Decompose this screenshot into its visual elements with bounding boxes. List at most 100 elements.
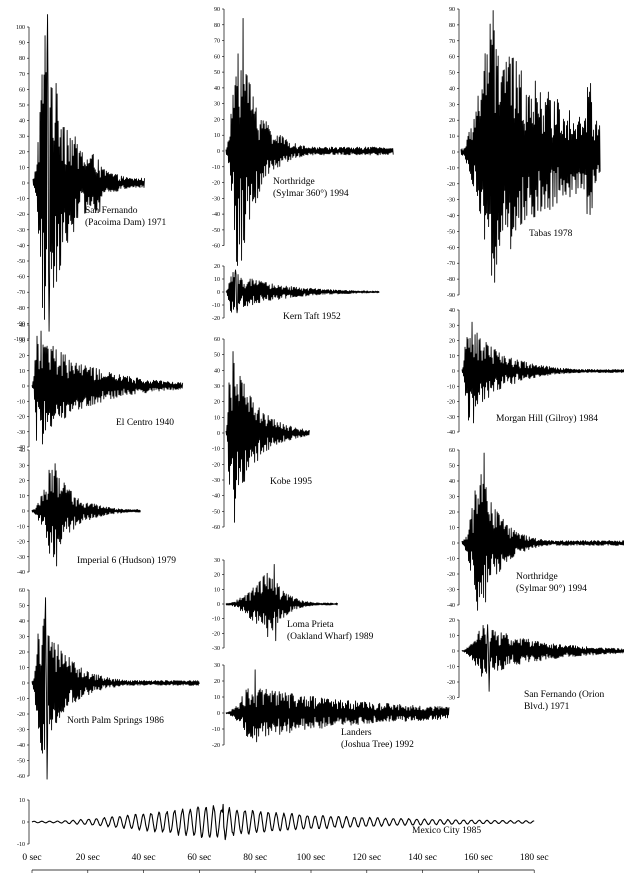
- y-tick-label: -30: [447, 696, 455, 702]
- y-tick-label: -10: [17, 842, 25, 848]
- y-tick-label: 80: [19, 56, 25, 62]
- y-tick-label: 0: [22, 681, 25, 687]
- time-tick-label: 40 sec: [132, 853, 156, 863]
- panel-caption: Kern Taft 1952: [283, 311, 341, 322]
- y-tick-label: -40: [447, 214, 455, 220]
- y-tick-label: 60: [214, 337, 220, 343]
- y-tick-label: -10: [447, 557, 455, 563]
- y-tick-label: 10: [19, 798, 25, 804]
- y-tick-label: -50: [17, 259, 25, 265]
- y-tick-label: -60: [212, 244, 220, 250]
- y-tick-label: -90: [17, 321, 25, 327]
- y-tick-label: -90: [447, 293, 455, 299]
- y-tick-label: 90: [214, 7, 220, 13]
- accelerogram-panel: 10 0 -10 Mexico City 1985: [17, 798, 535, 848]
- accelerogram-trace: [31, 463, 141, 567]
- y-tick-label: 30: [214, 663, 220, 669]
- y-tick-label: 20: [449, 118, 455, 124]
- y-tick-label: 30: [449, 495, 455, 501]
- time-tick-label: 140 sec: [408, 853, 437, 863]
- y-tick-label: 0: [217, 290, 220, 296]
- panel-caption: North Palm Springs 1986: [67, 716, 164, 726]
- y-tick-label: -60: [17, 275, 25, 281]
- y-tick-label: -20: [212, 631, 220, 637]
- y-tick-label: -20: [17, 212, 25, 218]
- panel-caption: (Joshua Tree) 1992: [341, 739, 414, 750]
- y-tick-label: 60: [19, 87, 25, 93]
- accelerogram-panel: 40 30 20 10 0 -10 -20 -30 -40 El Centro 1940: [17, 323, 184, 451]
- y-tick-label: -10: [17, 524, 25, 530]
- accelerogram-trace: [225, 269, 380, 314]
- accelerogram-panel: 60 50 40 30 20 10 0 -10 -20 -30 -40 Northridge(Sylm…: [447, 448, 624, 611]
- y-tick-label: 70: [214, 39, 220, 45]
- y-tick-label: -10: [212, 727, 220, 733]
- y-tick-label: 30: [214, 102, 220, 108]
- y-tick-label: 20: [19, 479, 25, 485]
- panel-caption: (Sylmar 90°) 1994: [516, 583, 587, 594]
- y-tick-label: 60: [214, 54, 220, 60]
- y-tick-label: 0: [22, 384, 25, 390]
- panel-caption: Northridge: [516, 572, 558, 582]
- y-tick-label: -30: [17, 728, 25, 734]
- panel-caption: Mexico City 1985: [412, 826, 481, 836]
- y-tick-label: -60: [447, 245, 455, 251]
- panel-caption: San Fernando (Orion: [524, 689, 604, 700]
- y-tick-label: -30: [17, 430, 25, 436]
- y-tick-label: 10: [214, 133, 220, 139]
- y-tick-label: -30: [447, 588, 455, 594]
- y-tick-label: 90: [19, 41, 25, 47]
- y-tick-label: -10: [212, 447, 220, 453]
- accelerogram-trace: [31, 330, 184, 445]
- y-tick-label: 60: [19, 588, 25, 594]
- accelerogram-panel: 60 50 40 30 20 10 0 -10 -20 -30 -40 -50 -60 North Pal…: [17, 588, 200, 780]
- y-tick-label: 0: [217, 431, 220, 437]
- y-tick-label: 80: [214, 23, 220, 29]
- accelerogram-trace: [31, 803, 535, 841]
- time-axis: 0 sec 20 sec 40 sec 60 sec 80 sec 100 sec 120 …: [22, 853, 549, 873]
- y-tick-label: -40: [17, 570, 25, 576]
- y-tick-label: -10: [17, 197, 25, 203]
- y-tick-label: -10: [212, 165, 220, 171]
- y-tick-label: 40: [19, 119, 25, 125]
- y-tick-label: 50: [214, 70, 220, 76]
- time-tick-label: 0 sec: [22, 853, 41, 863]
- y-tick-label: 10: [19, 165, 25, 171]
- y-tick-label: 10: [19, 369, 25, 375]
- y-tick-label: 40: [19, 448, 25, 454]
- accelerogram-panel: 90 80 70 60 50 40 30 20 10 0 -10 -20 -30 -40 -50 -60 -70…: [447, 7, 601, 299]
- y-tick-label: -30: [212, 196, 220, 202]
- y-tick-label: -40: [212, 494, 220, 500]
- y-tick-label: 30: [214, 558, 220, 564]
- y-tick-label: -30: [447, 198, 455, 204]
- panel-caption: (Pacoima Dam) 1971: [85, 217, 167, 228]
- panel-caption: Morgan Hill (Gilroy) 1984: [496, 413, 598, 424]
- accelerogram-panel: 40 30 20 10 0 -10 -20 -30 -40 Morgan Hill (Gilroy…: [447, 308, 624, 436]
- panel-caption: Loma Prieta: [287, 620, 334, 630]
- time-tick-label: 160 sec: [464, 853, 493, 863]
- y-tick-label: -20: [17, 712, 25, 718]
- y-tick-label: -10: [447, 384, 455, 390]
- y-tick-label: -20: [212, 316, 220, 322]
- accelerogram-panel: 1009080706050403020100-10-20-30-40-50-60…: [14, 14, 167, 343]
- y-tick-label: -20: [447, 182, 455, 188]
- y-tick-label: 80: [449, 23, 455, 29]
- y-tick-label: 70: [449, 39, 455, 45]
- y-tick-label: 0: [452, 369, 455, 375]
- y-tick-label: 40: [449, 86, 455, 92]
- panel-caption: Tabas 1978: [529, 229, 573, 239]
- accelerogram-panel: 30 20 10 0 -10 -20 -30 Loma Prieta(Oakland Whar…: [212, 558, 374, 652]
- y-tick-label: 70: [19, 72, 25, 78]
- y-tick-label: 30: [214, 384, 220, 390]
- y-tick-label: 40: [214, 368, 220, 374]
- y-tick-label: -50: [212, 509, 220, 515]
- y-tick-label: 100: [16, 25, 25, 31]
- time-tick-label: 100 sec: [297, 853, 326, 863]
- accelerogram-trace: [461, 452, 624, 611]
- y-tick-label: 10: [214, 415, 220, 421]
- y-tick-label: 40: [449, 308, 455, 314]
- time-tick-label: 180 sec: [520, 853, 549, 863]
- y-tick-label: 10: [19, 666, 25, 672]
- y-tick-label: -30: [212, 646, 220, 652]
- y-tick-label: 50: [449, 464, 455, 470]
